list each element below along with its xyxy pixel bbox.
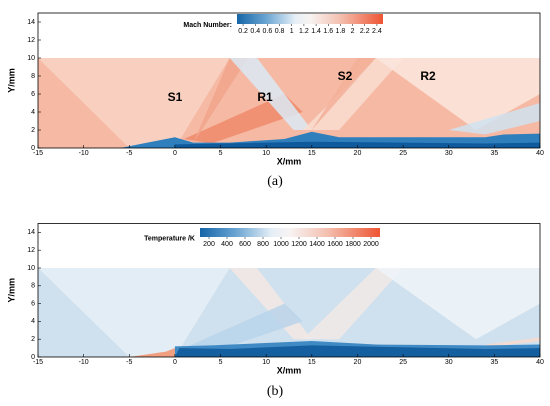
colorbar-label: Mach Number: — [183, 22, 232, 29]
y-tick-label: 2 — [31, 336, 35, 343]
boundary-layer — [129, 348, 175, 357]
x-tick-label: 10 — [262, 359, 270, 366]
y-tick-label: 0 — [31, 354, 35, 361]
field-region — [302, 58, 404, 130]
y-tick-label: 14 — [27, 229, 35, 236]
colorbar-tick-label: 1600 — [327, 241, 343, 248]
colorbar-tick-label: 1400 — [309, 241, 325, 248]
plot-frame — [37, 223, 541, 358]
colorbar-tick-label: 1200 — [291, 241, 307, 248]
x-tick-label: 0 — [173, 359, 177, 366]
y-tick-label: 12 — [27, 37, 35, 44]
field — [38, 58, 540, 148]
field-region — [485, 337, 540, 347]
annotation: R1 — [257, 90, 273, 104]
x-tick-label: -10 — [79, 359, 89, 366]
y-tick-label: 0 — [31, 145, 35, 152]
field-region — [193, 58, 248, 144]
x-tick-label: 35 — [490, 150, 498, 157]
colorbar-tick-label: 1.6 — [323, 28, 333, 35]
field-region — [311, 58, 376, 130]
x-tick-label: 30 — [445, 150, 453, 157]
x-tick-label: 5 — [219, 150, 223, 157]
y-tick-label: 14 — [27, 19, 35, 26]
x-tick-label: 15 — [308, 150, 316, 157]
annotation: S1 — [168, 90, 183, 104]
colorbar-tick-label: 600 — [239, 241, 251, 248]
y-tick-label: 10 — [27, 265, 35, 272]
x-tick-label: -15 — [33, 150, 43, 157]
colorbar-tick-label: 0.2 — [238, 28, 248, 35]
field — [38, 268, 540, 357]
colorbar-tick-label: 1000 — [273, 241, 289, 248]
colorbar-tick-label: 0.8 — [275, 28, 285, 35]
colorbar-tick-label: 1.8 — [336, 28, 346, 35]
field-region — [184, 303, 303, 353]
field-region — [375, 58, 540, 130]
colorbar-tick-label: 1 — [290, 28, 294, 35]
colorbar-tick-label: 2.4 — [372, 28, 382, 35]
x-tick-label: 40 — [536, 359, 544, 366]
x-tick-label: 25 — [399, 150, 407, 157]
y-tick-label: 10 — [27, 55, 35, 62]
x-tick-label: 20 — [354, 359, 362, 366]
colorbar-tick-label: 400 — [221, 241, 233, 248]
colorbar-tick-label: 200 — [203, 241, 215, 248]
y-tick-label: 4 — [31, 318, 35, 325]
y-tick-label: 6 — [31, 300, 35, 307]
colorbar-tick-label: 0.6 — [263, 28, 273, 35]
y-tick-label: 6 — [31, 91, 35, 98]
x-tick-label: 15 — [308, 359, 316, 366]
field-region — [38, 58, 230, 148]
caption: (a) — [267, 174, 283, 189]
x-tick-label: -10 — [79, 150, 89, 157]
y-tick-label: 4 — [31, 109, 35, 116]
x-tick-label: -5 — [126, 150, 132, 157]
colorbar-tick-label: 1.2 — [299, 28, 309, 35]
x-tick-label: 40 — [536, 150, 544, 157]
colorbar-tick-label: 800 — [257, 241, 269, 248]
colorbar-tick-label: 2.2 — [360, 28, 370, 35]
plot-frame — [37, 12, 541, 149]
y-axis-label: Y/mm — [6, 278, 16, 303]
x-tick-label: -15 — [33, 359, 43, 366]
colorbar-tick-label: 0.4 — [250, 28, 260, 35]
x-tick-label: 10 — [262, 150, 270, 157]
colorbar-tick-label: 2000 — [363, 241, 379, 248]
annotation: S2 — [338, 69, 353, 83]
y-tick-label: 8 — [31, 283, 35, 290]
y-tick-label: 12 — [27, 247, 35, 254]
annotation: R2 — [420, 69, 436, 83]
x-tick-label: 25 — [399, 359, 407, 366]
x-tick-label: 30 — [445, 359, 453, 366]
field-region — [375, 268, 540, 340]
x-axis-label: X/mm — [277, 365, 302, 375]
colorbar-tick-label: 2 — [351, 28, 355, 35]
y-tick-label: 8 — [31, 73, 35, 80]
caption: (b) — [267, 384, 284, 399]
y-axis-label: Y/mm — [6, 68, 16, 93]
field-region — [448, 103, 540, 135]
colorbar-tick-label: 1800 — [345, 241, 361, 248]
x-tick-label: 5 — [219, 359, 223, 366]
field-region — [38, 268, 230, 357]
x-tick-label: 35 — [490, 359, 498, 366]
x-tick-label: -5 — [126, 359, 132, 366]
colorbar — [200, 228, 380, 237]
field-region — [302, 268, 404, 340]
y-tick-label: 2 — [31, 127, 35, 134]
field-region — [229, 58, 312, 130]
x-axis-label: X/mm — [277, 156, 302, 166]
x-tick-label: 0 — [173, 150, 177, 157]
colorbar — [237, 14, 383, 24]
colorbar-tick-label: 1.4 — [311, 28, 321, 35]
x-tick-label: 20 — [354, 150, 362, 157]
colorbar-label: Temperature /K — [144, 235, 195, 242]
